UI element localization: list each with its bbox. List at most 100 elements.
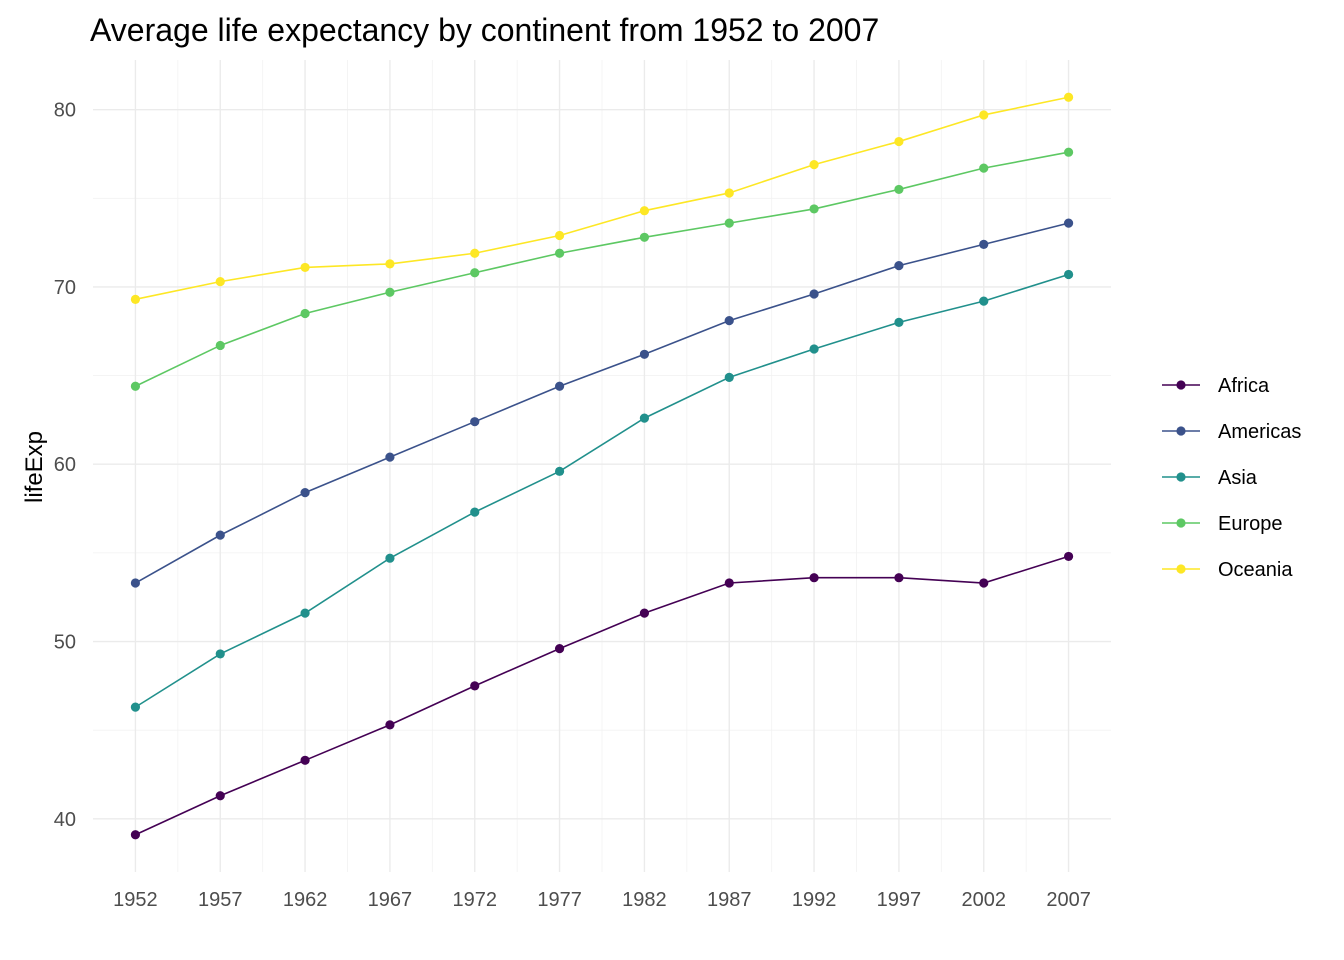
series-line-americas: [135, 222, 1069, 584]
data-point-oceania: [215, 277, 225, 287]
data-point-americas: [470, 417, 480, 427]
legend-label: Asia: [1218, 467, 1258, 489]
legend-label: Americas: [1218, 421, 1301, 443]
data-point-americas: [979, 239, 989, 249]
legend-item-africa: Africa: [1162, 375, 1270, 397]
data-point-africa: [470, 681, 480, 691]
grid: [93, 60, 1111, 872]
x-tick-label: 1987: [707, 889, 752, 911]
data-point-americas: [554, 381, 565, 391]
data-point-americas: [130, 578, 141, 588]
data-point-africa: [894, 573, 904, 583]
data-point-oceania: [1063, 92, 1074, 102]
y-tick-label: 50: [54, 632, 76, 654]
data-point-europe: [130, 381, 141, 391]
series-points: [130, 92, 1074, 840]
x-tick-label: 1962: [283, 889, 328, 911]
x-tick-label: 2007: [1046, 889, 1091, 911]
data-point-asia: [979, 296, 989, 306]
data-point-oceania: [894, 136, 904, 147]
data-point-oceania: [385, 259, 395, 269]
x-tick-label: 1967: [368, 889, 413, 911]
x-tick-label: 1982: [622, 889, 667, 911]
data-point-asia: [1063, 269, 1074, 280]
data-point-americas: [385, 452, 395, 462]
data-point-africa: [215, 791, 225, 801]
y-axis-ticks: 40 50 60 70 80: [54, 100, 76, 831]
data-point-asia: [130, 702, 141, 712]
data-point-oceania: [470, 248, 480, 258]
data-point-asia: [470, 507, 480, 517]
data-point-americas: [724, 316, 734, 326]
legend-item-oceania: Oceania: [1162, 559, 1293, 581]
data-point-europe: [894, 184, 904, 195]
legend-key-point: [1176, 564, 1186, 574]
legend-label: Europe: [1218, 513, 1283, 535]
data-point-asia: [554, 466, 565, 476]
legend-item-americas: Americas: [1162, 421, 1301, 443]
y-axis-title: lifeExp: [21, 431, 48, 503]
data-point-europe: [300, 308, 310, 319]
data-point-oceania: [554, 230, 565, 241]
legend-key-point: [1176, 472, 1186, 482]
series-line-oceania: [135, 96, 1069, 301]
data-point-asia: [215, 649, 225, 659]
data-point-europe: [215, 340, 225, 351]
data-point-africa: [554, 644, 565, 654]
data-point-africa: [809, 573, 819, 583]
x-tick-label: 2002: [962, 889, 1007, 911]
data-point-asia: [809, 344, 819, 354]
data-point-europe: [724, 218, 734, 228]
data-point-africa: [724, 578, 734, 588]
data-point-africa: [639, 608, 650, 618]
data-point-europe: [979, 163, 989, 173]
data-point-americas: [894, 261, 904, 271]
data-point-asia: [385, 553, 395, 563]
data-point-europe: [809, 204, 819, 214]
legend-key-point: [1176, 426, 1186, 436]
data-point-americas: [639, 349, 650, 359]
legend-key-point: [1176, 380, 1186, 390]
data-point-africa: [385, 720, 395, 730]
y-tick-label: 60: [54, 454, 76, 476]
data-point-americas: [215, 530, 225, 540]
y-tick-label: 40: [54, 809, 76, 831]
legend: Africa Americas Asia Europe Oceania: [1162, 375, 1301, 581]
data-point-europe: [554, 248, 565, 258]
series-lines: [134, 96, 1069, 836]
data-point-europe: [1063, 147, 1074, 157]
x-tick-label: 1952: [113, 889, 158, 911]
data-point-oceania: [724, 188, 734, 198]
series-line-africa: [135, 555, 1069, 836]
x-axis-ticks: 1952 1957 1962 1967 1972 1977 1982 1987 1992 1997…: [113, 889, 1091, 911]
data-point-oceania: [979, 110, 989, 120]
legend-item-asia: Asia: [1162, 467, 1258, 489]
x-tick-label: 1957: [198, 889, 243, 911]
y-tick-label: 70: [54, 277, 76, 299]
data-point-oceania: [809, 160, 819, 170]
data-point-asia: [639, 413, 650, 423]
data-point-asia: [894, 317, 904, 327]
data-point-africa: [130, 830, 141, 840]
data-point-oceania: [639, 206, 650, 216]
data-point-asia: [724, 372, 734, 382]
data-point-africa: [1063, 551, 1074, 562]
chart-title: Average life expectancy by continent fro…: [90, 12, 879, 48]
data-point-africa: [300, 755, 310, 765]
data-point-americas: [300, 487, 310, 498]
series-line-europe: [135, 151, 1069, 387]
x-tick-label: 1977: [537, 889, 582, 911]
data-point-europe: [470, 268, 480, 278]
x-tick-label: 1992: [792, 889, 837, 911]
legend-label: Africa: [1218, 375, 1270, 397]
data-point-oceania: [300, 262, 310, 273]
data-point-europe: [385, 287, 395, 297]
data-point-americas: [809, 289, 819, 299]
series-line-asia: [134, 273, 1069, 708]
x-tick-label: 1997: [877, 889, 922, 911]
data-point-oceania: [130, 294, 141, 304]
legend-item-europe: Europe: [1162, 513, 1283, 535]
data-point-africa: [979, 578, 989, 588]
